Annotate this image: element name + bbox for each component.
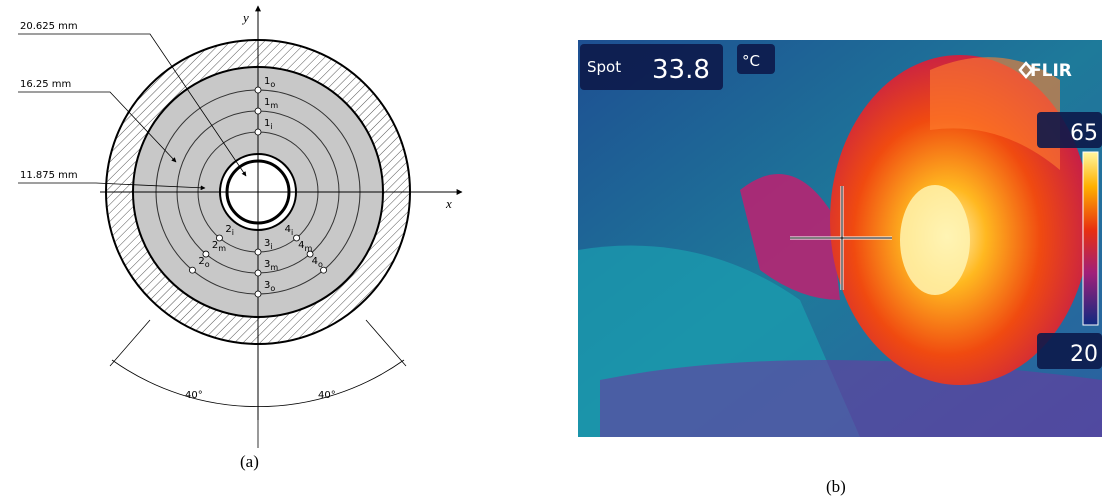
point-subscript: m xyxy=(304,244,312,253)
measurement-point xyxy=(255,291,261,297)
angle-label: 40° xyxy=(185,390,203,401)
caption: (a) xyxy=(240,452,259,471)
scale-min: 20 xyxy=(1070,342,1098,367)
measurement-point xyxy=(255,87,261,93)
point-subscript: i xyxy=(270,242,272,251)
warm-region xyxy=(600,360,1102,437)
point-subscript: o xyxy=(270,284,275,293)
hot-spot xyxy=(900,185,970,295)
point-subscript: i xyxy=(291,228,293,237)
caption: (b) xyxy=(826,477,846,496)
dimension-label: 20.625 mm xyxy=(20,21,78,32)
spot-value: 33.8 xyxy=(652,55,710,85)
brand-logo: FLIR xyxy=(1030,61,1072,81)
point-subscript: m xyxy=(270,101,278,110)
measurement-point xyxy=(189,267,195,273)
y-axis-label: y xyxy=(241,10,249,25)
point-subscript: o xyxy=(270,80,275,89)
color-bar xyxy=(1083,152,1098,325)
thermal-image: Spot 33.8 °C FLIR 65 20 xyxy=(578,40,1102,437)
measurement-point xyxy=(255,270,261,276)
point-subscript: i xyxy=(270,122,272,131)
point-subscript: o xyxy=(205,260,210,269)
angle-line xyxy=(110,320,150,366)
measurement-point xyxy=(255,249,261,255)
spot-label: Spot xyxy=(587,58,621,76)
scale-max: 65 xyxy=(1070,121,1098,146)
unit: °C xyxy=(742,52,760,70)
point-subscript: i xyxy=(232,228,234,237)
point-subscript: m xyxy=(270,263,278,272)
dimension-label: 11.875 mm xyxy=(20,170,78,181)
point-subscript: m xyxy=(218,244,226,253)
point-subscript: o xyxy=(318,260,323,269)
x-axis-label: x xyxy=(445,196,452,211)
measurement-point xyxy=(255,108,261,114)
measurement-point xyxy=(255,129,261,135)
figure: y x 20.625 mm 16.25 mm 11.875 mm 40° 40°… xyxy=(0,0,1102,502)
angle-label: 40° xyxy=(318,390,336,401)
cross-section-diagram: y x 20.625 mm 16.25 mm 11.875 mm 40° 40°… xyxy=(18,6,462,471)
angle-line xyxy=(366,320,406,366)
dimension-label: 16.25 mm xyxy=(20,79,71,90)
